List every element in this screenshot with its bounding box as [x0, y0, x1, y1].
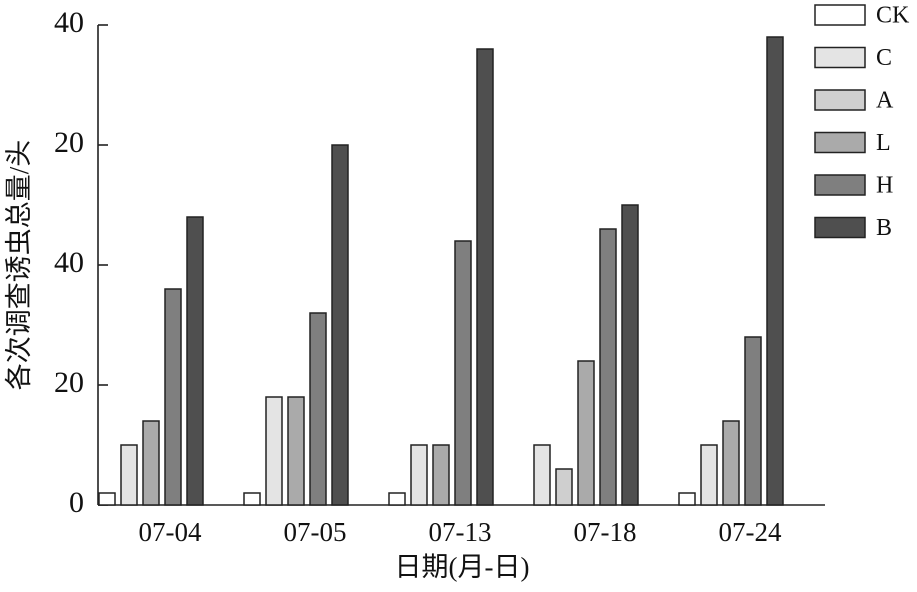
legend-swatch	[814, 216, 866, 239]
bar	[243, 492, 261, 506]
legend-label: H	[876, 173, 893, 199]
legend-label: A	[876, 88, 894, 114]
legend-label: L	[876, 130, 891, 156]
legend-label: C	[876, 45, 892, 71]
x-tick-label: 07-13	[429, 517, 492, 547]
legend-swatch	[814, 174, 866, 196]
bar	[577, 360, 595, 506]
y-tick-label: 20	[54, 366, 84, 399]
legend-label: CK	[876, 3, 910, 29]
bar	[678, 492, 696, 506]
y-axis-label: 各次调查诱虫总量/头	[4, 140, 34, 391]
bar	[265, 396, 283, 506]
bar	[164, 288, 182, 506]
bar	[621, 204, 639, 506]
legend-swatch	[814, 131, 866, 154]
bar	[454, 240, 472, 506]
bar	[476, 48, 494, 506]
y-tick-label: 0	[69, 486, 84, 519]
bar	[555, 468, 573, 506]
x-tick-label: 07-04	[139, 517, 202, 547]
bar	[98, 492, 116, 506]
bar	[722, 420, 740, 506]
bar	[599, 228, 617, 506]
x-tick-label: 07-18	[574, 517, 637, 547]
x-axis-label: 日期(月-日)	[395, 552, 530, 582]
legend-label: B	[876, 215, 892, 241]
y-tick-label: 40	[54, 6, 84, 39]
legend-swatch	[814, 4, 866, 26]
bar	[287, 396, 305, 506]
bar	[186, 216, 204, 506]
bar	[309, 312, 327, 506]
bar	[533, 444, 551, 506]
y-tick-label: 40	[54, 246, 84, 279]
x-tick-label: 07-24	[719, 517, 782, 547]
legend-swatch	[814, 46, 866, 69]
bar	[700, 444, 718, 506]
x-tick-label: 07-05	[284, 517, 347, 547]
bar	[432, 444, 450, 506]
bar	[142, 420, 160, 506]
bar	[410, 444, 428, 506]
bar	[744, 336, 762, 506]
bar	[388, 492, 406, 506]
legend-swatch	[814, 89, 866, 111]
y-tick-label: 20	[54, 126, 84, 159]
bar	[331, 144, 349, 506]
bar	[766, 36, 784, 506]
bar	[120, 444, 138, 506]
